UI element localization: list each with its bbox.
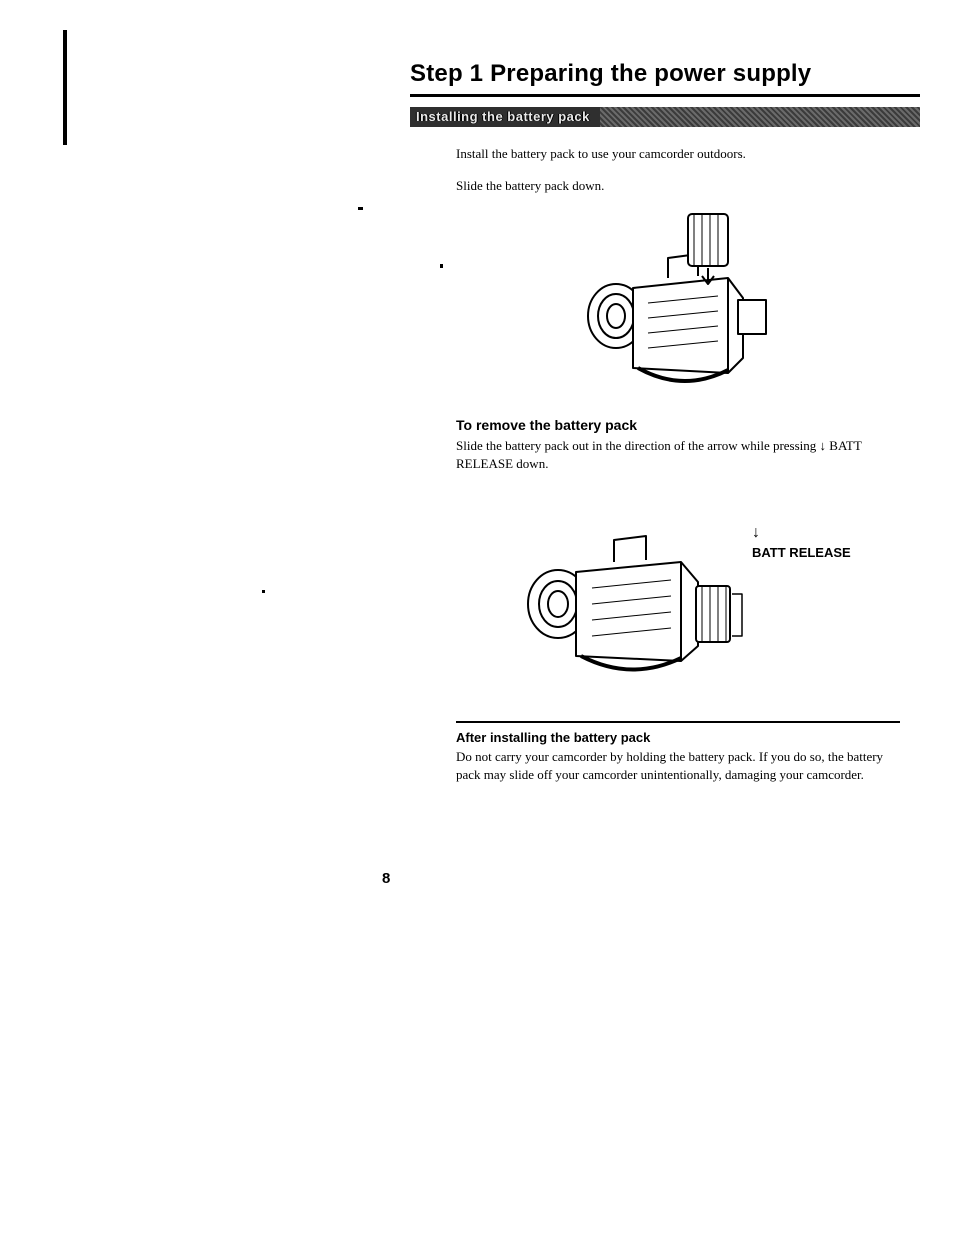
remove-heading: To remove the battery pack: [456, 416, 900, 435]
illustration-batt-release-wrap: ↓ BATT RELEASE: [516, 486, 936, 691]
down-arrow-icon: ↓: [752, 524, 760, 541]
remove-body-pre: Slide the battery pack out in the direct…: [456, 438, 820, 453]
page-number: 8: [382, 870, 390, 887]
scan-speck: [440, 264, 443, 268]
scan-edge-mark: [63, 30, 67, 145]
scan-speck: [262, 590, 265, 593]
batt-release-label: BATT RELEASE: [752, 545, 851, 560]
scan-speck: [358, 207, 363, 210]
illustration-batt-release: [516, 486, 746, 686]
title-rule: [410, 94, 920, 97]
note-rule: [456, 721, 900, 723]
batt-release-callout: ↓ BATT RELEASE: [752, 522, 851, 561]
section-heading-bar: Installing the battery pack: [410, 107, 920, 127]
manual-page: Step 1 Preparing the power supply Instal…: [380, 60, 920, 797]
intro-paragraph-1: Install the battery pack to use your cam…: [456, 145, 900, 163]
body-column: Install the battery pack to use your cam…: [456, 145, 900, 783]
note-body: Do not carry your camcorder by holding t…: [456, 748, 900, 783]
intro-paragraph-2: Slide the battery pack down.: [456, 177, 900, 195]
page-title: Step 1 Preparing the power supply: [410, 60, 920, 88]
section-heading-label: Installing the battery pack: [410, 107, 600, 127]
illustration-install-battery: [578, 208, 778, 398]
remove-body: Slide the battery pack out in the direct…: [456, 437, 900, 472]
note-heading: After installing the battery pack: [456, 729, 900, 747]
